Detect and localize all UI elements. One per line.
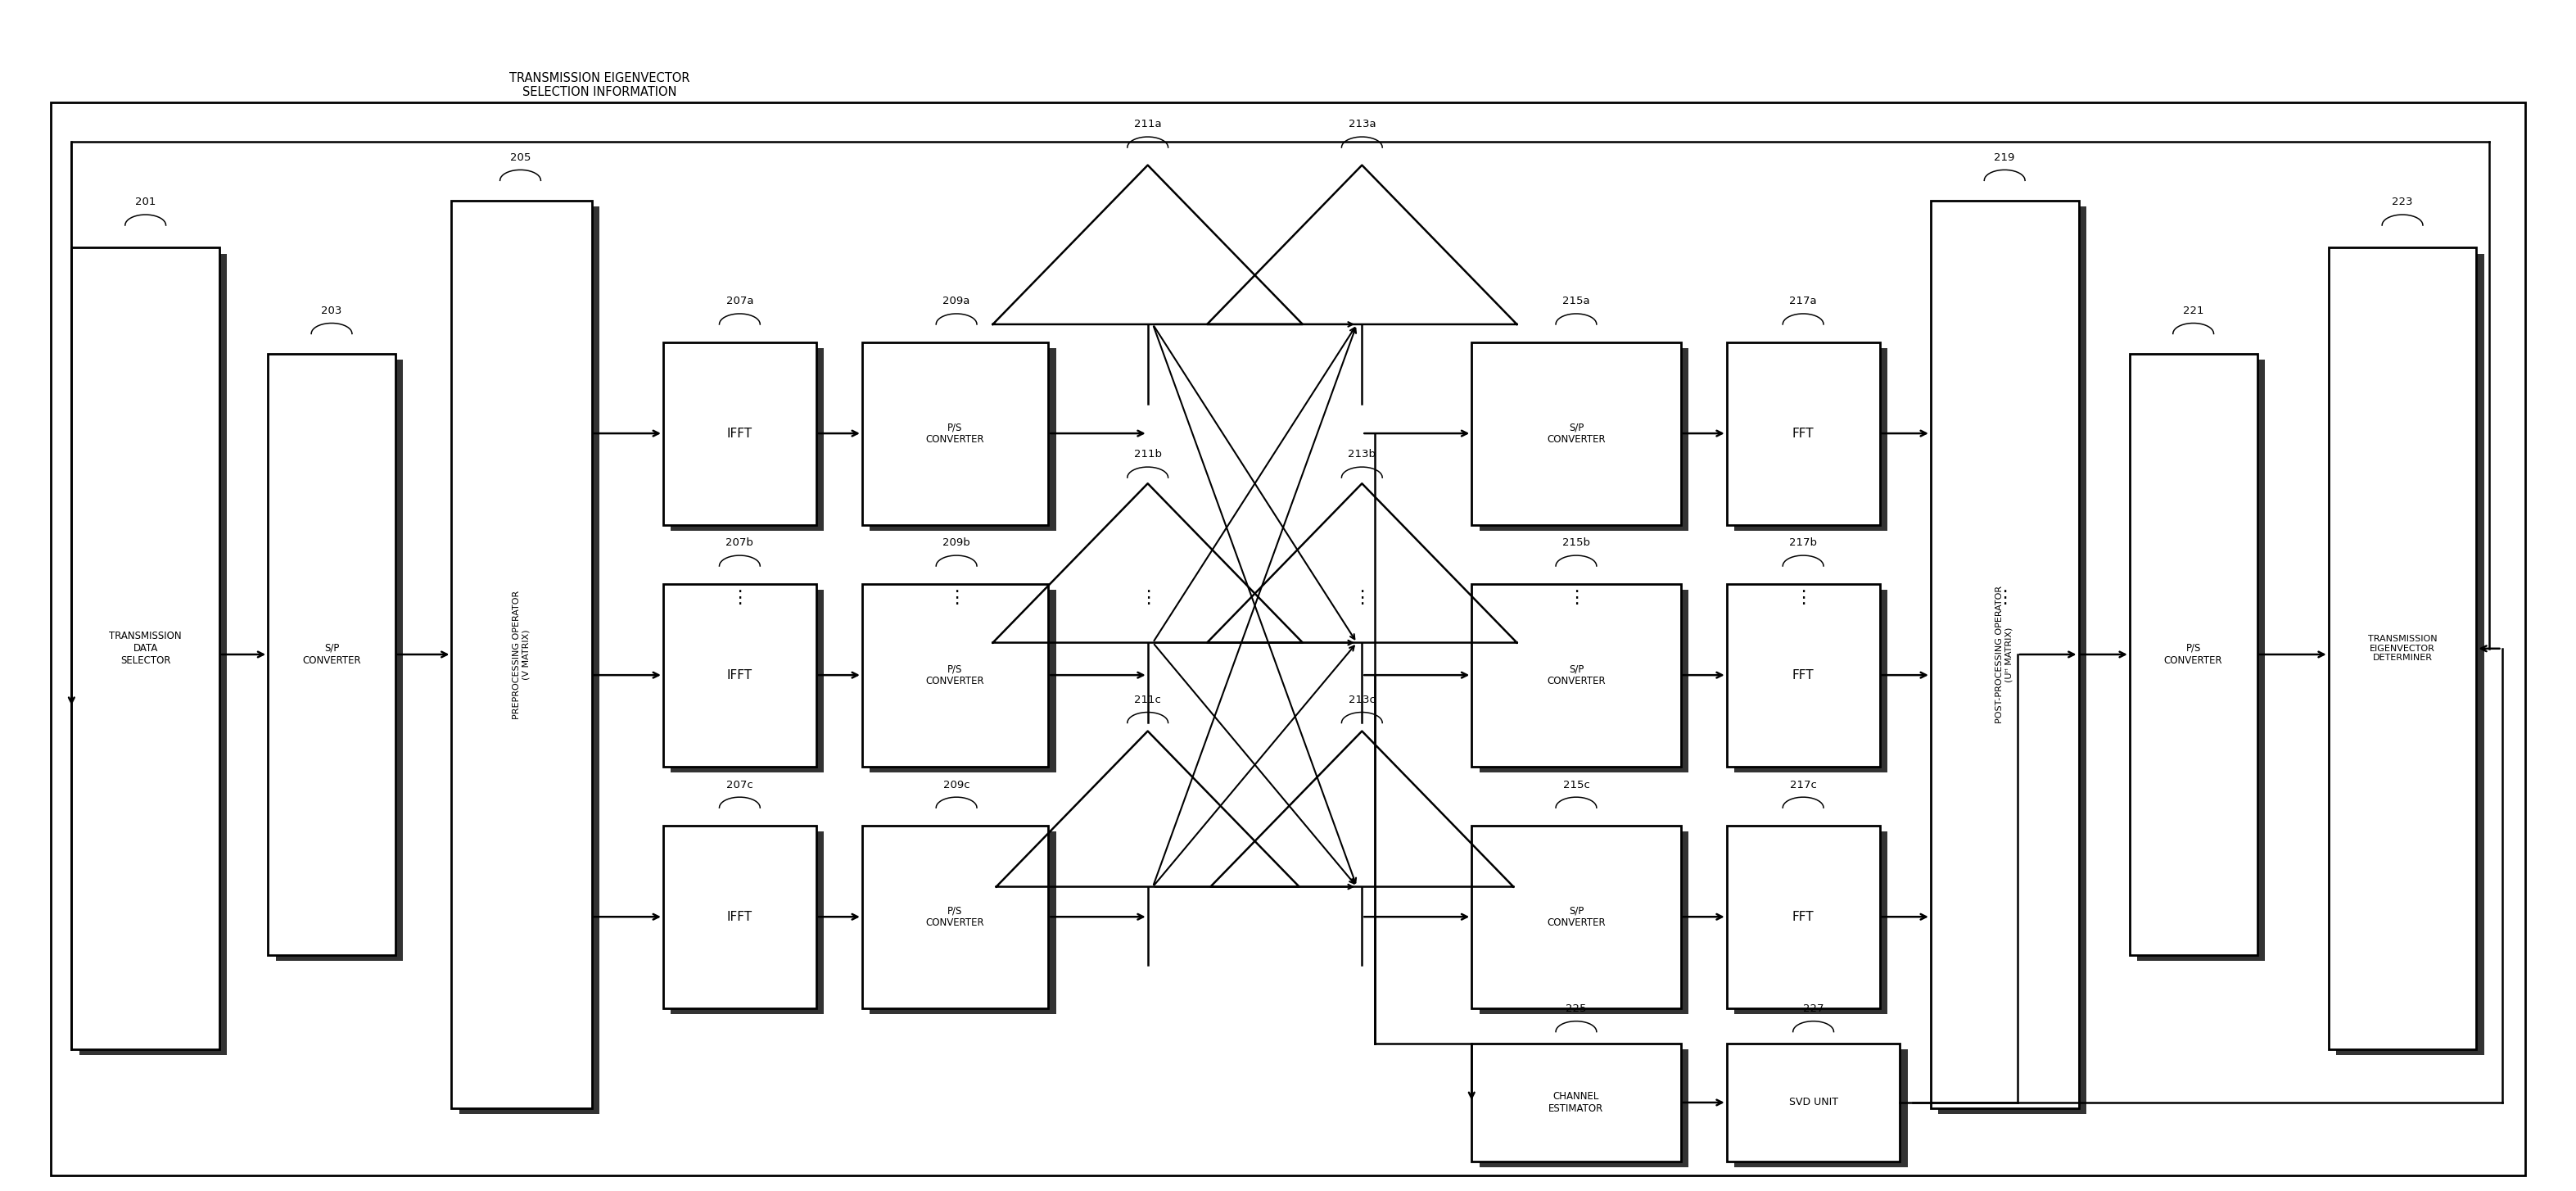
Text: 209c: 209c (943, 779, 969, 790)
Text: TRANSMISSION
EIGENVECTOR
DETERMINER: TRANSMISSION EIGENVECTOR DETERMINER (2367, 635, 2437, 662)
FancyBboxPatch shape (1734, 590, 1888, 773)
Text: S/P
CONVERTER: S/P CONVERTER (1546, 663, 1605, 686)
Text: S/P
CONVERTER: S/P CONVERTER (1546, 905, 1605, 928)
Text: ⋮: ⋮ (1996, 590, 2014, 606)
Text: IFFT: IFFT (726, 911, 752, 923)
FancyBboxPatch shape (1734, 831, 1888, 1014)
Text: 201: 201 (134, 197, 157, 207)
Text: 207b: 207b (726, 537, 755, 548)
Text: IFFT: IFFT (726, 428, 752, 439)
Text: 223: 223 (2393, 197, 2414, 207)
FancyBboxPatch shape (1479, 1049, 1687, 1167)
Text: 219: 219 (1994, 152, 2014, 163)
Text: 213b: 213b (1347, 449, 1376, 460)
FancyBboxPatch shape (670, 590, 824, 773)
Text: S/P
CONVERTER: S/P CONVERTER (1546, 422, 1605, 445)
Text: 211b: 211b (1133, 449, 1162, 460)
Text: P/S
CONVERTER: P/S CONVERTER (925, 663, 984, 686)
FancyBboxPatch shape (871, 590, 1056, 773)
FancyBboxPatch shape (662, 825, 817, 1008)
FancyBboxPatch shape (1471, 584, 1680, 767)
FancyBboxPatch shape (2336, 254, 2483, 1055)
Text: P/S
CONVERTER: P/S CONVERTER (2164, 643, 2223, 666)
Text: 215b: 215b (1561, 537, 1589, 548)
Text: 215c: 215c (1564, 779, 1589, 790)
FancyBboxPatch shape (871, 831, 1056, 1014)
Text: ⋮: ⋮ (1352, 590, 1370, 606)
Text: 209a: 209a (943, 297, 971, 306)
Text: ⋮: ⋮ (732, 590, 750, 606)
FancyBboxPatch shape (1471, 1043, 1680, 1161)
Text: 209b: 209b (943, 537, 971, 548)
Text: 207c: 207c (726, 779, 752, 790)
Text: 227: 227 (1803, 1004, 1824, 1014)
Text: TRANSMISSION
DATA
SELECTOR: TRANSMISSION DATA SELECTOR (108, 631, 183, 666)
FancyBboxPatch shape (662, 342, 817, 525)
FancyBboxPatch shape (72, 248, 219, 1049)
FancyBboxPatch shape (670, 348, 824, 531)
FancyBboxPatch shape (1479, 831, 1687, 1014)
Text: 213c: 213c (1347, 694, 1376, 705)
FancyBboxPatch shape (276, 360, 402, 961)
Text: SVD UNIT: SVD UNIT (1788, 1097, 1837, 1108)
Text: ⋮: ⋮ (1793, 590, 1814, 606)
FancyBboxPatch shape (1734, 1049, 1909, 1167)
FancyBboxPatch shape (2138, 360, 2264, 961)
Text: CHANNEL
ESTIMATOR: CHANNEL ESTIMATOR (1548, 1091, 1605, 1114)
Text: FFT: FFT (1793, 669, 1814, 681)
Text: 217c: 217c (1790, 779, 1816, 790)
FancyBboxPatch shape (1929, 200, 2079, 1109)
FancyBboxPatch shape (451, 200, 592, 1109)
Text: FFT: FFT (1793, 428, 1814, 439)
FancyBboxPatch shape (1479, 348, 1687, 531)
Text: 217b: 217b (1790, 537, 1816, 548)
Text: POST-PROCESSING OPERATOR
(Uᴴ MATRIX): POST-PROCESSING OPERATOR (Uᴴ MATRIX) (1996, 586, 2014, 723)
Text: FFT: FFT (1793, 911, 1814, 923)
FancyBboxPatch shape (1471, 825, 1680, 1008)
Text: 217a: 217a (1790, 297, 1816, 306)
Text: 215a: 215a (1564, 297, 1589, 306)
FancyBboxPatch shape (1726, 584, 1880, 767)
Text: IFFT: IFFT (726, 669, 752, 681)
FancyBboxPatch shape (268, 354, 397, 955)
FancyBboxPatch shape (1479, 590, 1687, 773)
Text: 203: 203 (322, 305, 343, 316)
Text: 221: 221 (2182, 305, 2205, 316)
FancyBboxPatch shape (662, 584, 817, 767)
Text: TRANSMISSION EIGENVECTOR
SELECTION INFORMATION: TRANSMISSION EIGENVECTOR SELECTION INFOR… (510, 71, 690, 98)
Text: 205: 205 (510, 152, 531, 163)
FancyBboxPatch shape (459, 206, 600, 1115)
FancyBboxPatch shape (670, 831, 824, 1014)
Text: P/S
CONVERTER: P/S CONVERTER (925, 905, 984, 928)
FancyBboxPatch shape (871, 348, 1056, 531)
FancyBboxPatch shape (2130, 354, 2257, 955)
Text: 225: 225 (1566, 1004, 1587, 1014)
FancyBboxPatch shape (2329, 248, 2476, 1049)
Text: PREPROCESSING OPERATOR
(V MATRIX): PREPROCESSING OPERATOR (V MATRIX) (513, 590, 531, 719)
Text: 207a: 207a (726, 297, 752, 306)
FancyBboxPatch shape (1734, 348, 1888, 531)
Text: ⋮: ⋮ (1139, 590, 1157, 606)
FancyBboxPatch shape (863, 825, 1048, 1008)
Text: P/S
CONVERTER: P/S CONVERTER (925, 422, 984, 445)
Text: ⋮: ⋮ (948, 590, 966, 606)
FancyBboxPatch shape (80, 254, 227, 1055)
FancyBboxPatch shape (1937, 206, 2087, 1115)
Text: 213a: 213a (1347, 119, 1376, 130)
FancyBboxPatch shape (863, 342, 1048, 525)
FancyBboxPatch shape (1471, 342, 1680, 525)
Text: ⋮: ⋮ (1566, 590, 1584, 606)
FancyBboxPatch shape (1726, 1043, 1901, 1161)
Text: 211a: 211a (1133, 119, 1162, 130)
Text: S/P
CONVERTER: S/P CONVERTER (301, 643, 361, 666)
FancyBboxPatch shape (1726, 342, 1880, 525)
FancyBboxPatch shape (1726, 825, 1880, 1008)
FancyBboxPatch shape (863, 584, 1048, 767)
Text: 211c: 211c (1133, 694, 1162, 705)
